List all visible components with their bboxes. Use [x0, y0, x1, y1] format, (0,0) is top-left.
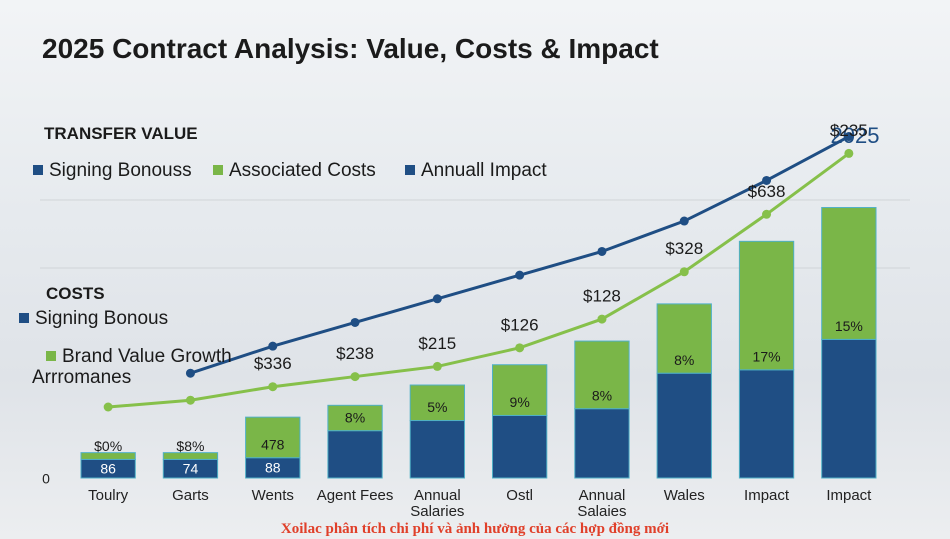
- inner-label: 86: [100, 460, 116, 476]
- line-point: [268, 382, 278, 392]
- segment-label: 478: [261, 436, 285, 452]
- bar-segment: [574, 340, 630, 410]
- segment-label: 8%: [592, 387, 612, 403]
- line: [108, 152, 850, 409]
- line-point: [103, 402, 113, 412]
- line-point: [432, 361, 442, 371]
- legend-marker: [213, 165, 223, 175]
- line-label: $336: [254, 354, 292, 373]
- legend-label: Signing Bonouss: [49, 160, 192, 181]
- bar-segment: [738, 240, 795, 371]
- x-tick-label: Wents: [251, 487, 294, 504]
- line-label: $238: [336, 344, 374, 363]
- segment-label: $0%: [94, 438, 122, 454]
- line-point: [185, 395, 195, 405]
- legend-item: Brand Value Growth: [46, 346, 232, 368]
- line-point: [185, 368, 195, 378]
- bar-segment: [821, 338, 877, 479]
- legend-item: Arrromanes: [32, 367, 131, 389]
- segment-label: 17%: [753, 349, 781, 365]
- legend-label: Arrromanes: [32, 367, 132, 388]
- legend-item: Signing Bonous: [19, 308, 168, 330]
- x-tick-label: Toulry: [88, 487, 129, 504]
- line-point: [844, 148, 854, 158]
- bar-segment: [574, 408, 630, 479]
- bar-segment: [656, 372, 712, 479]
- line-point: [679, 216, 689, 226]
- legend-marker: [33, 165, 43, 175]
- line-point: [515, 270, 525, 280]
- segment-label: 8%: [345, 409, 365, 425]
- bar-segment: [245, 416, 301, 459]
- x-tick-label: Impact: [744, 487, 790, 504]
- line-point: [679, 267, 689, 277]
- legend-item: Associated Costs: [213, 160, 376, 182]
- legend-marker: [19, 313, 29, 323]
- line-point: [597, 246, 607, 256]
- legend-item: Signing Bonouss: [33, 160, 192, 182]
- line-label: $128: [583, 287, 621, 306]
- line-point: [597, 314, 607, 324]
- line-label: $215: [418, 334, 456, 353]
- x-tick-label: Agent Fees: [316, 487, 394, 504]
- line-label: $638: [748, 182, 786, 201]
- segment-label: 5%: [427, 399, 447, 415]
- line-point: [268, 341, 278, 351]
- line-point: [350, 317, 360, 327]
- bar-segment: [738, 369, 795, 479]
- inner-label: 74: [183, 460, 199, 476]
- segment-label: 9%: [510, 394, 530, 410]
- x-tick-label: Annual Salaries: [410, 487, 465, 520]
- bar-segment: [656, 303, 712, 374]
- legend-label: Associated Costs: [229, 160, 376, 181]
- bar-segment: [491, 414, 548, 479]
- legend-item: Annuall Impact: [405, 160, 547, 182]
- bar-segment: [409, 420, 466, 479]
- legend-title: COSTS: [46, 284, 105, 303]
- legend-marker: [405, 165, 415, 175]
- legend-label: Brand Value Growth: [62, 346, 232, 367]
- line-label: $328: [665, 239, 703, 258]
- x-tick-label: Wales: [663, 487, 705, 504]
- legend-title: TRANSFER VALUE: [44, 124, 198, 143]
- legend-label: Annuall Impact: [421, 160, 547, 181]
- line-point: [515, 343, 525, 353]
- x-tick-label: Ostl: [506, 487, 533, 504]
- segment-label: $8%: [176, 438, 204, 454]
- bar-segment: [80, 452, 136, 460]
- segment-label: 8%: [674, 352, 694, 368]
- x-tick-label: Annual Salaies: [577, 487, 627, 520]
- inner-label: 88: [265, 460, 281, 476]
- y-tick-label: 0: [42, 471, 50, 487]
- bar-segment: [327, 404, 383, 432]
- bar-segment: [821, 207, 877, 340]
- x-tick-label: Garts: [172, 487, 209, 504]
- bar-segment: [409, 384, 466, 422]
- line-point: [432, 294, 442, 304]
- bar-segment: [162, 452, 219, 460]
- line-point: [762, 209, 772, 219]
- segment-label: 15%: [835, 318, 863, 334]
- footer: Xoilac phân tích chi phí và ảnh hưởng củ…: [280, 521, 670, 537]
- line-label: $235: [830, 121, 868, 140]
- legend-marker: [46, 351, 56, 361]
- line-point: [350, 372, 360, 382]
- line-label: $126: [501, 315, 539, 334]
- line-point: [844, 132, 854, 142]
- chart-title: 2025 Contract Analysis: Value, Costs & I…: [42, 33, 659, 64]
- bar-segment: [491, 364, 548, 416]
- bar-segment: [327, 430, 383, 479]
- legend-label: Signing Bonous: [35, 308, 169, 329]
- x-tick-label: Impact: [826, 487, 872, 504]
- line-point: [762, 175, 772, 185]
